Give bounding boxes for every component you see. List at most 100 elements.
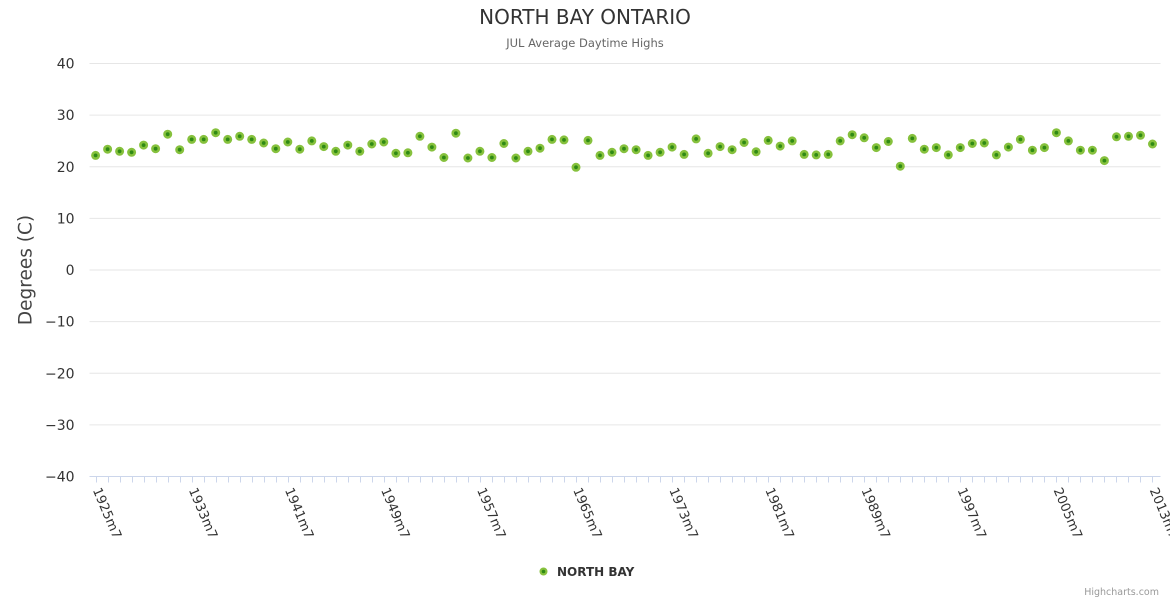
data-point[interactable] — [331, 146, 341, 156]
x-axis-label: 1933m7 — [185, 486, 220, 542]
data-point[interactable] — [871, 143, 881, 153]
data-point[interactable] — [919, 144, 929, 154]
data-point[interactable] — [271, 144, 281, 154]
data-point[interactable] — [763, 135, 773, 145]
data-point[interactable] — [115, 146, 125, 156]
data-point[interactable] — [907, 133, 917, 143]
data-point[interactable] — [139, 140, 149, 150]
legend-item-north-bay[interactable]: NORTH BAY — [539, 565, 635, 579]
data-point[interactable] — [775, 141, 785, 151]
data-point[interactable] — [379, 137, 389, 147]
data-point[interactable] — [547, 134, 557, 144]
credits-link[interactable]: Highcharts.com — [1084, 587, 1159, 598]
data-point[interactable] — [1124, 131, 1134, 141]
data-point[interactable] — [679, 149, 689, 159]
data-point[interactable] — [463, 153, 473, 163]
data-point[interactable] — [955, 143, 965, 153]
data-point[interactable] — [163, 129, 173, 139]
data-point[interactable] — [667, 142, 677, 152]
data-point[interactable] — [1015, 134, 1025, 144]
x-axis-label: 1965m7 — [569, 486, 604, 542]
data-point[interactable] — [1099, 156, 1109, 166]
data-point[interactable] — [151, 144, 161, 154]
data-point[interactable] — [739, 138, 749, 148]
x-axis-labels: 1925m7 1933m7 1941m7 1949m7 1957m7 1965m7 1973… — [89, 486, 1170, 542]
data-point[interactable] — [943, 150, 953, 160]
data-point[interactable] — [283, 137, 293, 147]
data-point[interactable] — [247, 134, 257, 144]
data-point[interactable] — [571, 162, 581, 172]
data-point[interactable] — [187, 134, 197, 144]
data-point[interactable] — [427, 142, 437, 152]
x-axis-label: 1949m7 — [377, 486, 412, 542]
data-point[interactable] — [979, 138, 989, 148]
data-point[interactable] — [1148, 139, 1158, 149]
data-point[interactable] — [703, 148, 713, 158]
data-point[interactable] — [223, 134, 233, 144]
data-point[interactable] — [883, 137, 893, 147]
data-point[interactable] — [1039, 143, 1049, 153]
data-point[interactable] — [751, 147, 761, 157]
data-point[interactable] — [91, 150, 101, 160]
data-point[interactable] — [511, 153, 521, 163]
data-point[interactable] — [343, 140, 353, 150]
data-point[interactable] — [715, 142, 725, 152]
data-point[interactable] — [127, 147, 137, 157]
data-point[interactable] — [199, 134, 209, 144]
x-axis-label: 1925m7 — [89, 486, 124, 542]
data-point[interactable] — [499, 139, 509, 149]
data-point[interactable] — [211, 128, 221, 138]
data-point[interactable] — [967, 139, 977, 149]
data-point[interactable] — [451, 128, 461, 138]
data-point[interactable] — [1003, 142, 1013, 152]
data-point[interactable] — [319, 142, 329, 152]
data-point[interactable] — [1063, 136, 1073, 146]
data-point[interactable] — [487, 153, 497, 163]
data-point[interactable] — [727, 145, 737, 155]
data-point[interactable] — [607, 147, 617, 157]
data-point[interactable] — [991, 150, 1001, 160]
data-point[interactable] — [655, 147, 665, 157]
data-point[interactable] — [355, 146, 365, 156]
data-point[interactable] — [799, 149, 809, 159]
data-point[interactable] — [415, 131, 425, 141]
data-point[interactable] — [823, 149, 833, 159]
data-point[interactable] — [931, 143, 941, 153]
data-point[interactable] — [859, 133, 869, 143]
x-axis-label: 1973m7 — [665, 486, 700, 542]
data-point[interactable] — [787, 136, 797, 146]
data-point[interactable] — [1087, 145, 1097, 155]
data-point[interactable] — [583, 135, 593, 145]
data-point[interactable] — [307, 136, 317, 146]
data-point[interactable] — [175, 145, 185, 155]
data-point[interactable] — [295, 144, 305, 154]
data-point[interactable] — [835, 136, 845, 146]
x-axis-label: 1957m7 — [473, 486, 508, 542]
data-point[interactable] — [1051, 128, 1061, 138]
data-point[interactable] — [811, 150, 821, 160]
data-point[interactable] — [391, 148, 401, 158]
y-axis-label: −20 — [45, 366, 75, 382]
data-point[interactable] — [259, 138, 269, 148]
data-point[interactable] — [691, 134, 701, 144]
data-point[interactable] — [619, 144, 629, 154]
data-point[interactable] — [559, 135, 569, 145]
data-point[interactable] — [1027, 145, 1037, 155]
data-point[interactable] — [367, 139, 377, 149]
data-point[interactable] — [403, 148, 413, 158]
data-point[interactable] — [1136, 130, 1146, 140]
data-point[interactable] — [847, 130, 857, 140]
data-point[interactable] — [895, 161, 905, 171]
data-point[interactable] — [475, 146, 485, 156]
data-point[interactable] — [631, 145, 641, 155]
data-point[interactable] — [643, 150, 653, 160]
data-point[interactable] — [1075, 145, 1085, 155]
data-point[interactable] — [103, 144, 113, 154]
data-point[interactable] — [535, 143, 545, 153]
data-point[interactable] — [523, 146, 533, 156]
data-point[interactable] — [1112, 132, 1122, 142]
data-point[interactable] — [235, 131, 245, 141]
data-point[interactable] — [595, 150, 605, 160]
data-point[interactable] — [439, 153, 449, 163]
